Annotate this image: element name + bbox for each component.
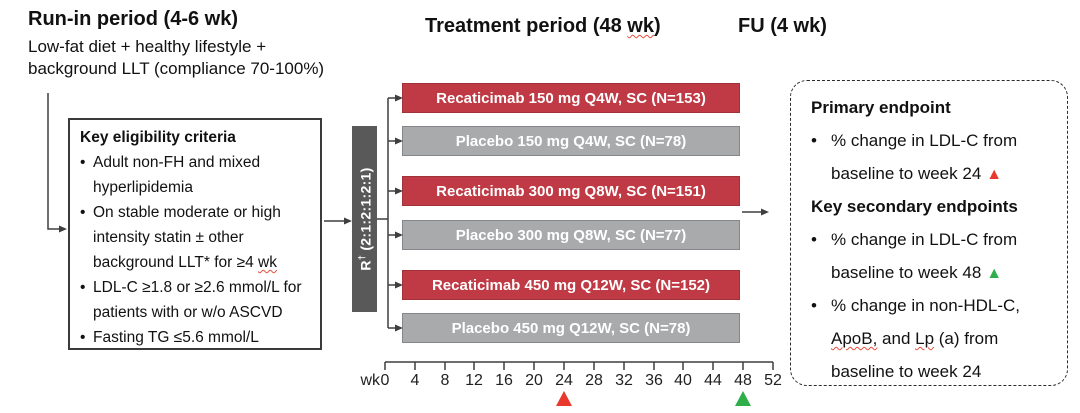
arm-bar-placebo-300: Placebo 300 mg Q8W, SC (N=77)	[402, 220, 740, 250]
endpoint-text: baseline to week 24	[831, 362, 982, 381]
axis-tick-40: 40	[674, 372, 692, 389]
endpoint-text-apob: ApoB,	[831, 329, 878, 348]
endpoint-text: % change in LDL-C from	[831, 131, 1018, 150]
eligibility-line: background LLT* for ≥4 wk	[80, 250, 314, 275]
treatment-period-title: Treatment period (48 wk)	[425, 15, 661, 38]
runin-period-title: Run-in period (4-6 wk)	[28, 8, 238, 30]
eligibility-text: patients with or w/o ASCVD	[93, 304, 283, 321]
randomization-label: R† (2:1:2:1:2:1)	[356, 167, 373, 270]
axis-tick-32: 32	[615, 372, 633, 389]
endpoint-text: (a) from	[934, 329, 999, 348]
eligibility-line: • Adult non-FH and mixed	[80, 150, 314, 175]
bullet: •	[811, 230, 817, 249]
green-triangle-icon: ▲	[986, 265, 1003, 282]
arm-bar-placebo-450: Placebo 450 mg Q12W, SC (N=78)	[402, 313, 740, 343]
axis-tick-36: 36	[645, 372, 663, 389]
eligibility-title: Key eligibility criteria	[80, 129, 236, 146]
eligibility-line: • Fasting TG ≤5.6 mmol/L	[80, 325, 314, 350]
eligibility-text: Adult non-FH and mixed	[93, 154, 261, 171]
eligibility-criteria-box: Key eligibility criteria • Adult non-FH a…	[68, 118, 322, 350]
bullet: •	[80, 279, 86, 296]
bullet: •	[80, 154, 86, 171]
bullet: •	[811, 296, 817, 315]
eligibility-line: • On stable moderate or high	[80, 200, 314, 225]
axis-tick-48: 48	[734, 372, 752, 389]
arm-bar-recaticimab-150: Recaticimab 150 mg Q4W, SC (N=153)	[402, 83, 740, 113]
secondary-endpoints-title: Key secondary endpoints	[811, 197, 1018, 216]
secondary-endpoint-item: • % change in LDL-C from	[811, 223, 1067, 256]
endpoint-text: baseline to week 48	[831, 263, 982, 282]
eligibility-text: intensity statin ± other	[93, 229, 244, 246]
randomization-dagger: †	[356, 254, 367, 261]
endpoint-text: baseline to week 24	[831, 164, 982, 183]
eligibility-text: On stable moderate or high	[93, 204, 281, 221]
treatment-title-wk: wk	[627, 15, 654, 37]
week48-secondary-marker-icon	[735, 391, 751, 406]
primary-endpoint-title: Primary endpoint	[811, 98, 951, 117]
week24-primary-marker-icon	[556, 391, 572, 406]
eligibility-text-wk: wk	[258, 254, 277, 271]
eligibility-text: hyperlipidemia	[93, 179, 193, 196]
axis-tick-12: 12	[465, 372, 483, 389]
axis-unit-label: wk	[360, 372, 380, 389]
secondary-endpoint-item2: • % change in non-HDL-C,	[811, 289, 1067, 322]
axis-tick-20: 20	[525, 372, 543, 389]
randomization-ratio: (2:1:2:1:2:1)	[356, 167, 373, 255]
primary-endpoint-item-cont: baseline to week 24 ▲	[811, 157, 1067, 190]
runin-to-eligibility-arrow	[47, 93, 67, 233]
axis-tick-28: 28	[585, 372, 603, 389]
secondary-endpoint-item2-cont: ApoB, and Lp (a) from	[811, 322, 1067, 355]
endpoints-box: Primary endpoint • % change in LDL-C from…	[790, 80, 1068, 386]
axis-tick-24: 24	[555, 372, 573, 389]
eligibility-line: hyperlipidemia	[80, 175, 314, 200]
eligibility-text: background LLT* for ≥4	[93, 254, 259, 271]
runin-subtitle-line2: background LLT (compliance 70-100%)	[28, 59, 325, 78]
axis-tick-4: 4	[410, 372, 420, 389]
eligibility-text: Fasting TG ≤5.6 mmol/L	[93, 329, 259, 346]
arm-bar-recaticimab-300: Recaticimab 300 mg Q8W, SC (N=151)	[402, 176, 740, 206]
endpoint-text: and	[877, 329, 916, 348]
axis-tick-8: 8	[440, 372, 450, 389]
bullet: •	[80, 204, 86, 221]
eligibility-line: • LDL-C ≥1.8 or ≥2.6 mmol/L for	[80, 275, 314, 300]
timeline-axis-ticks	[384, 362, 774, 370]
bullet: •	[80, 329, 86, 346]
eligibility-text: LDL-C ≥1.8 or ≥2.6 mmol/L for	[93, 279, 302, 296]
endpoint-text: % change in non-HDL-C,	[831, 296, 1020, 315]
runin-subtitle-line1: Low-fat diet + healthy lifestyle +	[28, 37, 267, 56]
treatment-title-close: )	[653, 15, 661, 37]
runin-period-subtitle: Low-fat diet + healthy lifestyle + backg…	[28, 36, 324, 80]
eligibility-line: patients with or w/o ASCVD	[80, 300, 314, 325]
axis-tick-0: 0	[380, 372, 390, 389]
followup-period-title: FU (4 wk)	[738, 15, 827, 37]
primary-endpoint-item: • % change in LDL-C from	[811, 124, 1067, 157]
red-triangle-icon: ▲	[986, 166, 1003, 183]
randomization-branch-line	[377, 98, 389, 328]
endpoint-text: % change in LDL-C from	[831, 230, 1018, 249]
arm-bar-placebo-150: Placebo 150 mg Q4W, SC (N=78)	[402, 126, 740, 156]
randomization-box: R† (2:1:2:1:2:1)	[352, 126, 377, 312]
treatment-title-text: Treatment period (48	[425, 15, 628, 37]
arm-bar-recaticimab-450: Recaticimab 450 mg Q12W, SC (N=152)	[402, 270, 740, 300]
eligibility-line: intensity statin ± other	[80, 225, 314, 250]
axis-tick-16: 16	[495, 372, 513, 389]
endpoint-text-lp: Lp	[915, 329, 935, 348]
bullet: •	[811, 131, 817, 150]
secondary-endpoint-item-cont: baseline to week 48 ▲	[811, 256, 1067, 289]
axis-tick-44: 44	[704, 372, 722, 389]
axis-tick-52: 52	[764, 372, 782, 389]
randomization-r: R	[356, 260, 373, 271]
secondary-endpoint-item2-cont2: baseline to week 24	[811, 355, 1067, 388]
